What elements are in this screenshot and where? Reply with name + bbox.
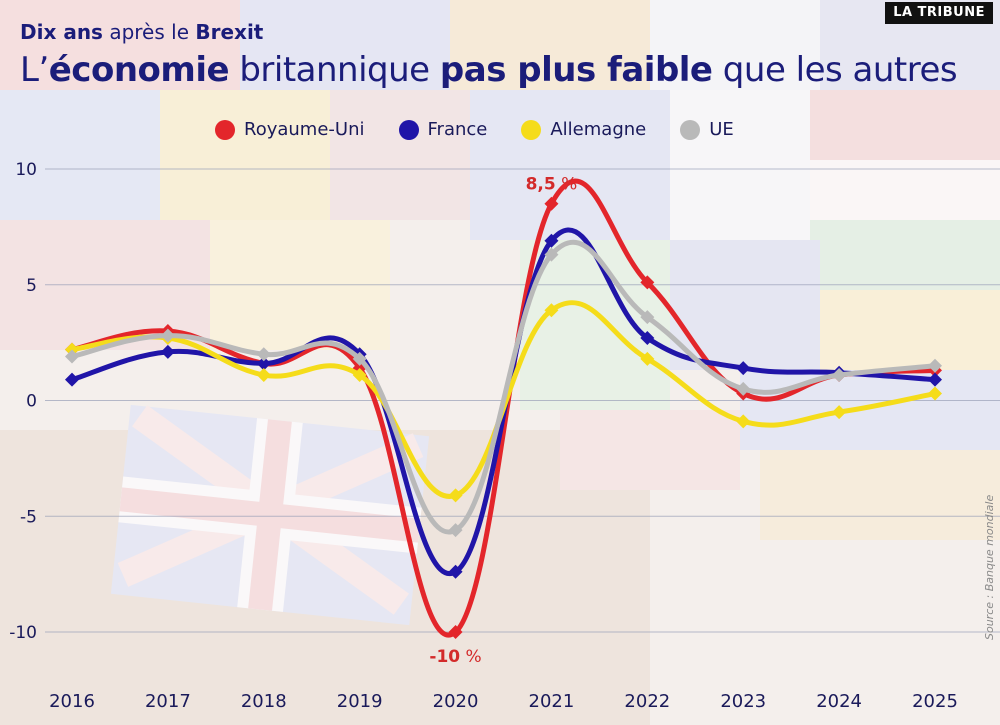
data-point-ue: [256, 347, 271, 362]
title-part-3: britannique: [229, 50, 440, 90]
y-tick-label: 10: [15, 160, 37, 180]
title-part-5: que les autres: [712, 50, 958, 90]
brand-logo: LA TRIBUNE: [885, 2, 993, 24]
x-tick-label: 2019: [337, 691, 383, 712]
data-point-ue: [448, 523, 463, 538]
x-tick-label: 2020: [433, 691, 479, 712]
y-tick-label: 5: [26, 276, 37, 296]
legend-item-allemagne: Allemagne: [521, 119, 646, 140]
legend-item-ue: UE: [680, 119, 734, 140]
legend-dot-allemagne: [521, 119, 542, 140]
legend-label-royaume-uni: Royaume-Uni: [244, 119, 365, 140]
data-point-ue: [832, 368, 847, 383]
data-point-france: [544, 233, 559, 248]
data-point-france: [65, 372, 79, 387]
y-tick-label: 0: [26, 392, 37, 412]
data-label: 8,5 %: [526, 175, 578, 195]
data-label: -10 %: [429, 647, 481, 667]
data-point-france: [736, 361, 751, 376]
kicker: Dix ans après le Brexit: [20, 20, 263, 44]
legend-dot-royaume-uni: [215, 119, 235, 140]
data-point-allemagne: [256, 368, 271, 383]
legend-label-ue: UE: [709, 119, 734, 140]
data-point-royaume-uni: [640, 275, 655, 290]
legend-dot-ue: [680, 119, 701, 140]
kicker-text: après le: [102, 20, 196, 44]
data-point-ue: [65, 349, 79, 364]
page-title: L’économie britannique pas plus faible q…: [20, 50, 958, 90]
source-note: Source : Banque mondiale: [983, 494, 996, 640]
kicker-bold-2: Brexit: [195, 20, 264, 44]
legend-dot-france: [398, 119, 419, 140]
chart-legend: Royaume-Uni France Allemagne UE: [215, 119, 734, 140]
legend-item-royaume-uni: Royaume-Uni: [215, 119, 365, 140]
data-point-france: [928, 372, 942, 387]
x-tick-label: 2023: [720, 691, 766, 712]
data-point-royaume-uni: [448, 625, 463, 639]
x-tick-label: 2022: [624, 691, 670, 712]
x-tick-label: 2017: [145, 691, 191, 712]
series-line-ue: [69, 239, 938, 535]
data-label-unit: %: [460, 647, 482, 667]
data-point-france: [256, 356, 271, 371]
legend-label-allemagne: Allemagne: [550, 119, 647, 140]
data-point-allemagne: [448, 488, 463, 503]
x-tick-label: 2021: [529, 691, 575, 712]
data-point-ue: [640, 310, 655, 325]
data-point-ue: [352, 351, 367, 366]
data-point-allemagne: [640, 351, 655, 366]
legend-label-france: France: [427, 119, 488, 140]
data-point-allemagne: [352, 368, 367, 383]
x-tick-label: 2024: [816, 691, 862, 712]
data-point-ue: [160, 328, 175, 343]
data-point-ue: [736, 381, 751, 396]
y-tick-label: -10: [9, 623, 37, 643]
x-tick-label: 2016: [49, 691, 95, 712]
title-part-2: économie: [48, 50, 230, 90]
data-label-unit: %: [556, 175, 578, 195]
kicker-bold-1: Dix ans: [20, 20, 103, 44]
data-point-france: [448, 564, 463, 579]
data-label-value: -10: [429, 647, 460, 667]
data-point-france: [640, 330, 655, 345]
x-tick-label: 2025: [912, 691, 958, 712]
data-point-royaume-uni: [544, 196, 559, 211]
data-point-france: [160, 344, 175, 359]
title-part-1: L’: [20, 50, 49, 90]
data-point-allemagne: [544, 303, 559, 318]
data-point-allemagne: [928, 386, 942, 401]
y-tick-label: -5: [20, 507, 37, 527]
x-tick-label: 2018: [241, 691, 287, 712]
data-point-ue: [928, 358, 942, 373]
data-point-allemagne: [736, 414, 751, 429]
data-label-value: 8,5: [526, 175, 556, 195]
legend-item-france: France: [398, 119, 488, 140]
title-part-4: pas plus faible: [439, 50, 713, 90]
data-point-allemagne: [832, 405, 847, 420]
data-point-ue: [544, 247, 559, 262]
